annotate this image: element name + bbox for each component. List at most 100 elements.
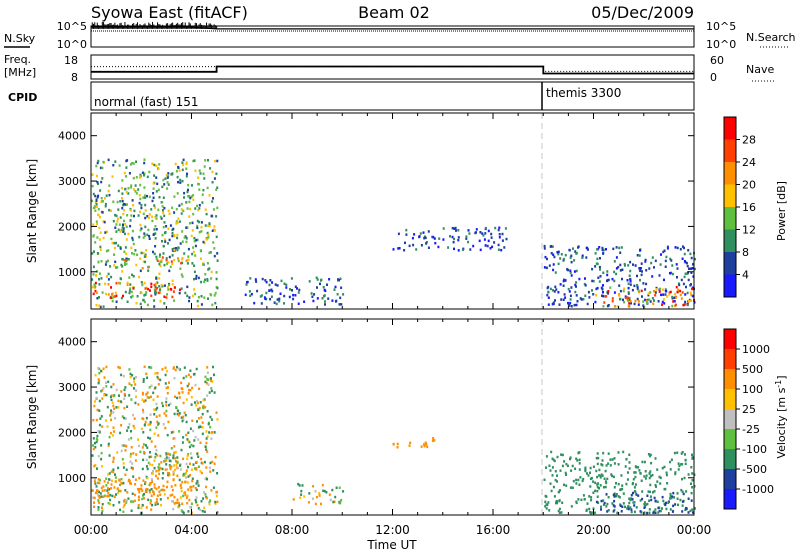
scatter-cell — [177, 180, 180, 184]
scatter-cell — [339, 501, 342, 504]
scatter-cell — [98, 481, 101, 485]
scatter-cell — [159, 498, 162, 501]
scatter-cell — [112, 468, 115, 471]
scatter-cell — [655, 288, 658, 291]
scatter-cell — [577, 245, 580, 248]
scatter-cell — [133, 209, 136, 213]
scatter-cell — [659, 287, 662, 291]
scatter-cell — [180, 416, 183, 419]
scatter-cell — [627, 507, 630, 511]
scatter-cell — [575, 478, 578, 482]
scatter-cell — [615, 482, 617, 485]
scatter-cell — [144, 481, 147, 484]
scatter-cell — [115, 294, 118, 298]
scatter-cell — [461, 248, 464, 252]
scatter-cell — [147, 287, 150, 291]
scatter-cell — [568, 290, 571, 293]
scatter-cell — [166, 176, 169, 179]
scatter-cell — [128, 276, 131, 279]
scatter-cell — [558, 511, 561, 514]
scatter-cell — [260, 302, 263, 305]
scatter-cell — [612, 475, 615, 479]
scatter-cell — [628, 501, 631, 505]
scatter-cell — [212, 241, 215, 244]
colorbar-swatch — [724, 449, 736, 469]
scatter-cell — [143, 172, 146, 175]
scatter-cell — [183, 411, 186, 414]
scatter-cell — [181, 441, 184, 444]
scatter-cell — [652, 511, 655, 514]
scatter-cell — [215, 411, 218, 414]
scatter-cell — [584, 469, 587, 473]
scatter-cell — [679, 293, 682, 297]
scatter-cell — [319, 282, 321, 286]
scatter-cell — [186, 262, 189, 265]
scatter-cell — [140, 251, 143, 255]
scatter-cell — [111, 299, 114, 303]
scatter-cell — [641, 270, 643, 273]
scatter-cell — [255, 280, 258, 283]
scatter-cell — [500, 248, 503, 252]
scatter-cell — [562, 298, 565, 301]
scatter-cell — [639, 267, 642, 270]
time-tick-label: 16:00 — [476, 523, 511, 537]
scatter-cell — [687, 249, 690, 252]
scatter-cell — [181, 179, 184, 183]
scatter-cell — [602, 499, 605, 502]
scatter-cell — [99, 417, 102, 420]
scatter-cell — [197, 481, 200, 485]
scatter-cell — [601, 294, 603, 297]
colorbar-swatch — [724, 139, 736, 162]
scatter-cell — [209, 425, 212, 429]
scatter-cell — [200, 416, 203, 419]
scatter-cell — [554, 299, 556, 302]
scatter-cell — [602, 294, 605, 298]
scatter-cell — [575, 303, 578, 307]
scatter-cell — [642, 282, 645, 285]
scatter-cell — [109, 502, 112, 506]
scatter-cell — [130, 446, 133, 449]
scatter-cell — [653, 266, 655, 269]
scatter-cell — [107, 442, 110, 446]
scatter-cell — [101, 291, 104, 294]
scatter-cell — [657, 300, 660, 303]
scatter-cell — [207, 421, 210, 425]
scatter-cell — [112, 164, 115, 167]
scatter-cell — [194, 435, 197, 439]
scatter-cell — [113, 253, 115, 256]
scatter-cell — [187, 488, 190, 491]
scatter-cell — [98, 304, 101, 307]
scatter-cell — [159, 215, 162, 219]
scatter-cell — [160, 259, 163, 262]
scatter-cell — [598, 474, 601, 477]
scatter-cell — [563, 483, 565, 487]
scatter-cell — [691, 267, 694, 270]
scatter-cell — [193, 240, 196, 243]
scatter-cell — [98, 409, 101, 412]
scatter-cell — [165, 400, 168, 404]
scatter-cell — [199, 425, 202, 429]
scatter-cell — [679, 498, 682, 502]
time-axis-title: Time UT — [366, 538, 417, 552]
scatter-cell — [504, 227, 507, 230]
scatter-cell — [205, 441, 208, 445]
scatter-cell — [119, 483, 121, 487]
scatter-cell — [124, 290, 127, 294]
scatter-cell — [201, 412, 204, 416]
scatter-cell — [575, 269, 578, 273]
scatter-cell — [183, 252, 186, 255]
scatter-cell — [596, 452, 599, 455]
scatter-cell — [173, 195, 176, 198]
scatter-cell — [123, 392, 126, 396]
scatter-cell — [164, 238, 167, 241]
scatter-cell — [114, 473, 116, 476]
scatter-cell — [208, 251, 211, 255]
scatter-cell — [132, 500, 135, 503]
scatter-cell — [141, 171, 144, 174]
scatter-cell — [165, 404, 168, 407]
scatter-cell — [169, 287, 172, 291]
scatter-cell — [117, 189, 120, 193]
scatter-cell — [340, 498, 343, 502]
scatter-cell — [96, 196, 99, 199]
scatter-cell — [203, 506, 206, 510]
